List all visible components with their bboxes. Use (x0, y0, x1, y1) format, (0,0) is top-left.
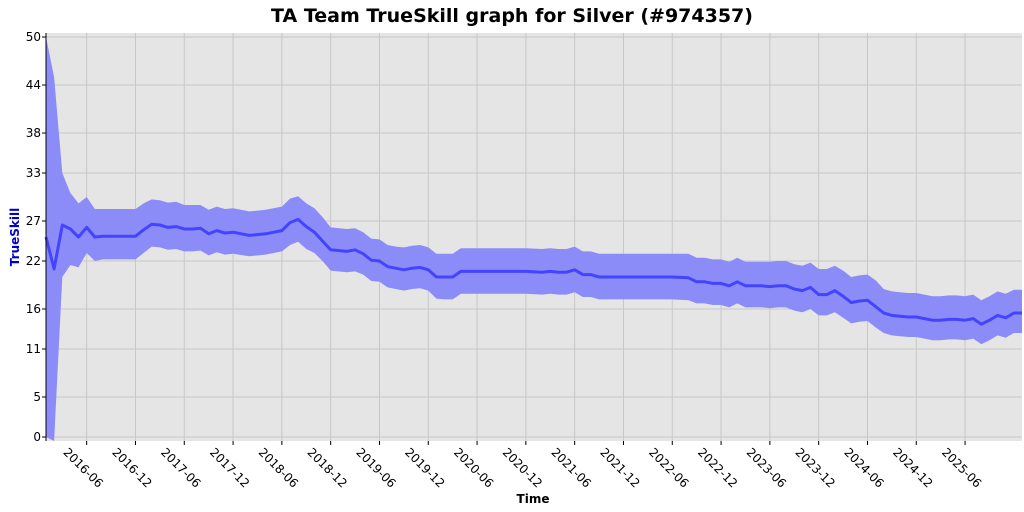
y-tick-label: 22 (26, 254, 41, 268)
y-axis-label: TrueSkill (8, 208, 22, 266)
x-tick-label: 2017-06 (158, 445, 203, 490)
uncertainty-band (46, 37, 1022, 441)
x-tick-label: 2024-12 (890, 445, 935, 490)
x-tick-label: 2020-06 (451, 445, 496, 490)
x-tick-label: 2022-12 (695, 445, 740, 490)
x-tick-label: 2025-06 (939, 445, 984, 490)
x-tick-label: 2017-12 (207, 445, 252, 490)
y-tick-label: 0 (33, 430, 41, 444)
x-tick-label: 2018-06 (256, 445, 301, 490)
x-tick-label: 2016-06 (61, 445, 106, 490)
y-tick-label: 16 (26, 302, 41, 316)
y-tick-label: 27 (26, 214, 41, 228)
x-axis-label: Time (517, 492, 550, 506)
y-tick-label: 44 (26, 78, 41, 92)
trueskill-line (44, 217, 1022, 326)
x-tick-label: 2019-06 (353, 445, 398, 490)
x-tick-label: 2020-12 (500, 445, 545, 490)
x-tick-label: 2021-12 (597, 445, 642, 490)
y-tick-label: 5 (33, 390, 41, 404)
y-tick-label: 11 (26, 342, 41, 356)
x-tick-label: 2023-12 (793, 445, 838, 490)
x-tick-label: 2021-06 (549, 445, 594, 490)
x-tick-label: 2018-12 (305, 445, 350, 490)
x-tick-label: 2024-06 (841, 445, 886, 490)
x-ticks: 2016-06 2016-12 2017-06 2017-12 2018-06 2018-… (61, 441, 984, 491)
x-tick-label: 2016-12 (109, 445, 154, 490)
x-tick-label: 2019-12 (402, 445, 447, 490)
x-tick-label: 2023-06 (744, 445, 789, 490)
y-tick-label: 50 (26, 30, 41, 44)
y-ticks: 0 5 11 16 22 27 33 38 44 50 (26, 30, 46, 444)
chart-title: TA Team TrueSkill graph for Silver (#974… (271, 5, 753, 27)
grid (46, 33, 1022, 441)
x-tick-label: 2022-06 (646, 445, 691, 490)
y-tick-label: 38 (26, 126, 41, 140)
y-tick-label: 33 (26, 166, 41, 180)
